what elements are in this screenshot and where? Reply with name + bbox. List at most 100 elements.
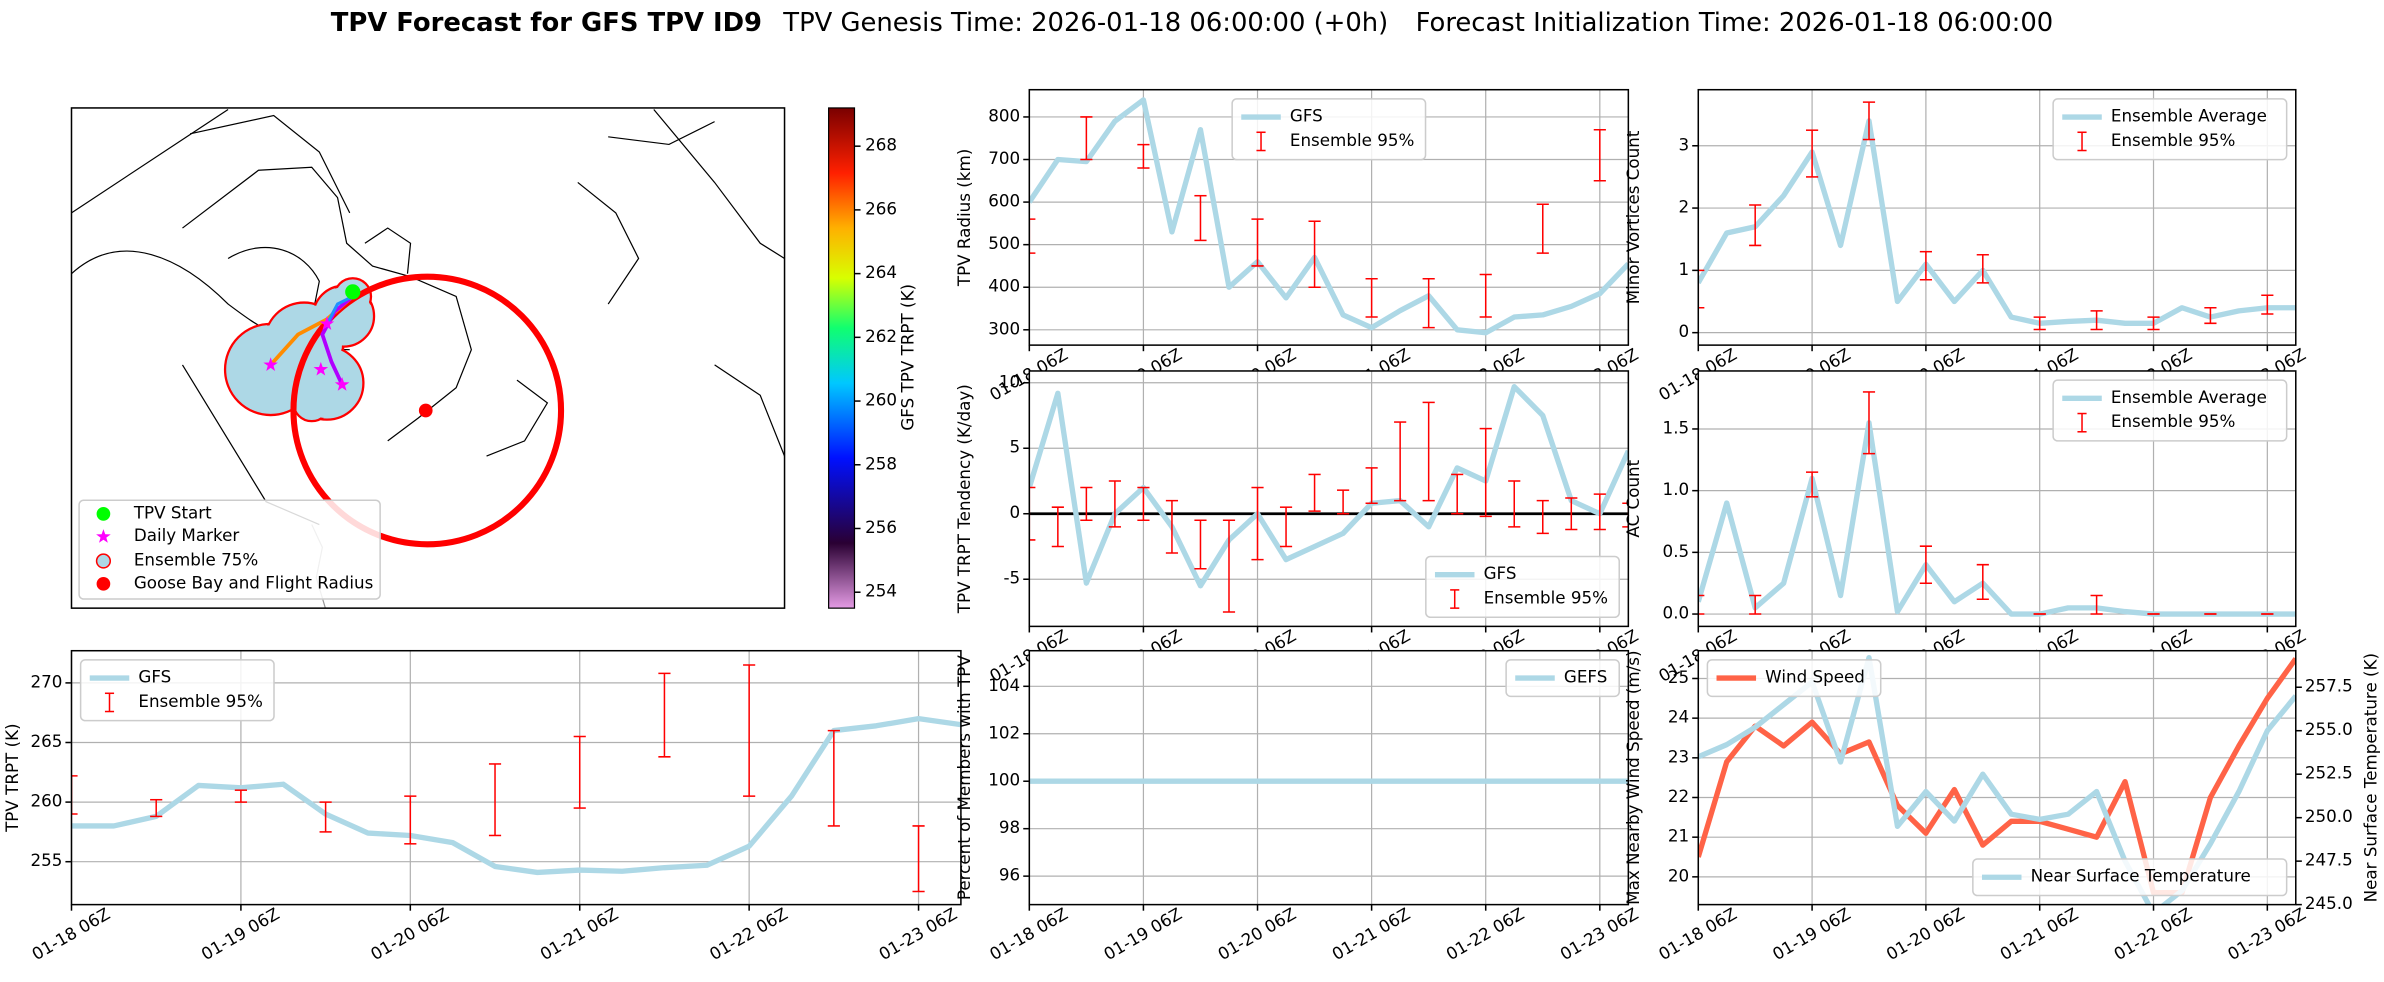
y-tick-label: 260	[30, 791, 62, 811]
y2-tick-label: 247.5	[2305, 850, 2353, 870]
x-tick-label: 01-22 06Z	[2110, 903, 2195, 964]
x-tick-label: 01-18 06Z	[986, 903, 1071, 964]
y2-tick-label: 250.0	[2305, 806, 2353, 826]
x-tick-label: 01-23 06Z	[1557, 903, 1642, 964]
axes-frame	[70, 649, 962, 906]
panel: 96 98 100 102 104 01-18 06Z 01-19 06Z 01-20 06Z…	[954, 649, 1642, 964]
legend-label: Near Surface Temperature	[2031, 866, 2251, 886]
track	[324, 295, 354, 328]
colorbar-tick-label: 254	[865, 581, 897, 601]
x-tick-label: 01-20 06Z	[1214, 903, 1299, 964]
y-tick-label: 500	[988, 233, 1020, 253]
axes-frame	[1028, 88, 1630, 346]
y-axis-label: AC Count	[1623, 459, 1643, 537]
panel: 255 260 265 270 01-18 06Z 01-19 06Z 01-20 06Z 0…	[2, 649, 962, 964]
axes-frame	[1697, 88, 2297, 346]
plot-content	[71, 664, 961, 893]
x-tick-label: 01-18 06Z	[28, 903, 113, 964]
y-tick-label: 25	[1668, 667, 1689, 687]
panel: 20 21 22 23 24 25 245.0 247.5 250.0 252.5 255.0 257…	[1623, 649, 2380, 964]
series-line	[1698, 657, 2296, 896]
colorbar-label: GFS TPV TRPT (K)	[898, 284, 918, 431]
axes-frame	[1697, 370, 2297, 628]
y-axis-label: Percent of Members with TPV	[954, 655, 974, 901]
axes-frame	[1028, 370, 1630, 628]
map-frame	[70, 107, 786, 609]
x-tick-label: 01-20 06Z	[367, 903, 452, 964]
legend-label: Ensemble 95%	[1484, 588, 1608, 608]
x-tick-label: 01-21 06Z	[1996, 903, 2081, 964]
title-main: TPV Forecast for GFS TPV ID9	[331, 7, 762, 37]
legend-box	[1425, 555, 1620, 619]
y-tick-label: 255	[30, 850, 62, 870]
y-tick-label: 3	[1679, 134, 1690, 154]
plot-content	[1029, 384, 1629, 613]
y-tick-label: 1	[1679, 259, 1690, 279]
legend-marker	[96, 507, 111, 521]
y-tick-label: 0.5	[1663, 541, 1690, 561]
legend-marker	[96, 576, 111, 591]
series-line	[1029, 384, 1629, 589]
legend-label: TPV Start	[133, 502, 212, 522]
y-tick-label: 270	[30, 671, 62, 691]
series-line	[1698, 420, 2296, 617]
y-tick-label: 800	[988, 105, 1020, 125]
legend-label: Ensemble 95%	[2111, 411, 2235, 431]
legend-label: GFS	[1290, 106, 1323, 126]
axes-frame	[1028, 649, 1630, 906]
legend-label: GEFS	[1564, 667, 1607, 687]
colorbar-tick-label: 268	[865, 135, 897, 155]
y-tick-label: 2	[1679, 197, 1690, 217]
y-tick-label: 700	[988, 148, 1020, 168]
map-legend: TPV Start Daily Marker Ensemble 75% Goos…	[78, 499, 381, 600]
plot-content	[1698, 391, 2296, 617]
y-tick-label: 22	[1668, 786, 1689, 806]
colorbar-tick-label: 264	[865, 262, 897, 282]
x-tick-label: 01-23 06Z	[875, 903, 960, 964]
y-tick-label: 1.5	[1663, 417, 1690, 437]
legend-box	[1231, 98, 1427, 161]
y-tick-label: 0.0	[1663, 603, 1690, 623]
y-tick-label: 96	[999, 865, 1020, 885]
y-tick-label: 102	[988, 722, 1020, 742]
y2-tick-label: 257.5	[2305, 676, 2353, 696]
y-tick-label: 0	[1679, 321, 1690, 341]
legend-box	[2052, 379, 2288, 442]
y-tick-label: 600	[988, 191, 1020, 211]
plot-content	[1029, 97, 1629, 336]
legend-box	[79, 659, 275, 722]
x-tick-label: 01-22 06Z	[706, 903, 791, 964]
legend-label: Goose Bay and Flight Radius	[134, 572, 373, 592]
y-tick-label: 265	[30, 731, 62, 751]
y-tick-label: 300	[988, 318, 1020, 338]
legend-label: Daily Marker	[134, 525, 240, 545]
series-line	[1029, 97, 1629, 336]
tpv-start	[345, 284, 361, 300]
plot-content	[1698, 101, 2296, 331]
x-tick-label: 01-22 06Z	[1442, 903, 1527, 964]
y-tick-label: 1.0	[1663, 479, 1690, 499]
coastlines	[71, 108, 785, 526]
y-tick-label: 5	[1010, 437, 1021, 457]
legend-label: Wind Speed	[1765, 667, 1865, 687]
x-tick-label: 01-21 06Z	[536, 903, 621, 964]
legend-label: GFS	[138, 667, 171, 687]
y-tick-label: 100	[988, 770, 1020, 790]
colorbar-tick-label: 258	[865, 453, 897, 473]
axes-frame	[1697, 649, 2297, 906]
legend-label: Ensemble 95%	[138, 691, 262, 711]
x-tick-label: 01-18 06Z	[1655, 903, 1740, 964]
y-tick-label: 0	[1010, 502, 1021, 522]
legend-label: Ensemble 75%	[134, 550, 258, 570]
figure-title: TPV Forecast for GFS TPV ID9 TPV Genesis …	[331, 7, 2054, 37]
colorbar	[828, 107, 856, 609]
series-line	[1698, 118, 2296, 326]
y-axis-label: Max Nearby Wind Speed (m/s)	[1623, 650, 1643, 904]
x-tick-label: 01-20 06Z	[1883, 903, 1968, 964]
